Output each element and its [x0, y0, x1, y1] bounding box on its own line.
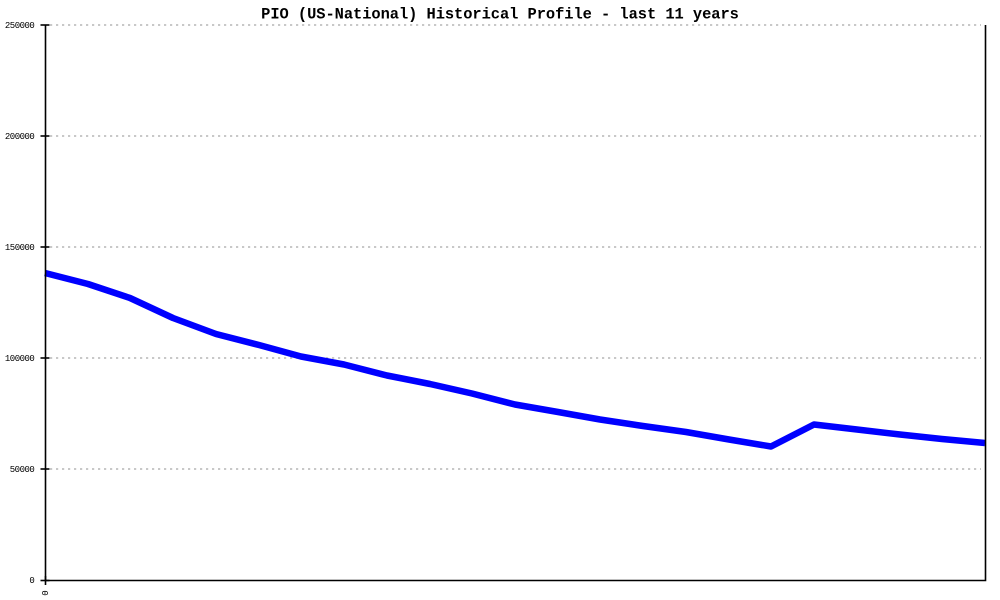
svg-text:0: 0 — [29, 576, 34, 586]
svg-text:PIO (US-National) Historical P: PIO (US-National) Historical Profile - l… — [261, 6, 739, 24]
svg-text:150000: 150000 — [5, 243, 35, 253]
svg-text:0: 0 — [41, 590, 51, 595]
svg-text:200000: 200000 — [5, 132, 35, 142]
svg-text:100000: 100000 — [5, 354, 35, 364]
svg-text:50000: 50000 — [10, 465, 35, 475]
svg-text:250000: 250000 — [5, 21, 35, 31]
